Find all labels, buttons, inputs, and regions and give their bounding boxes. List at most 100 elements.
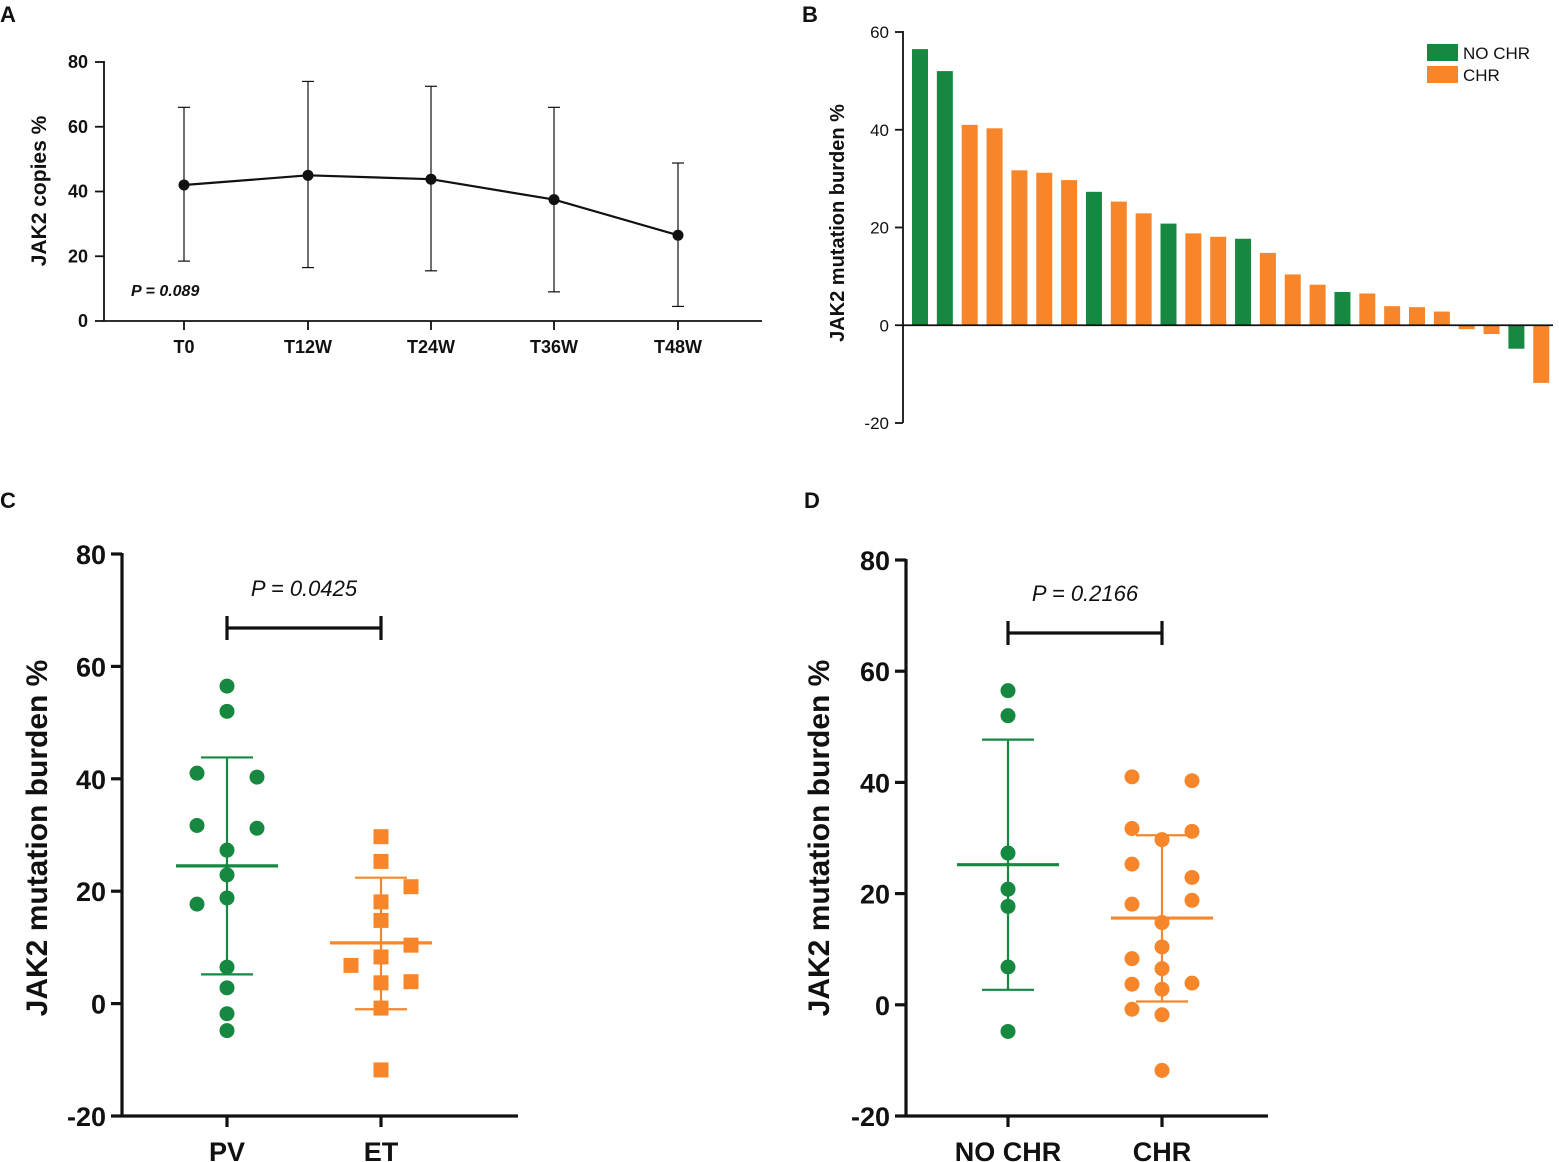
bar [1483, 325, 1500, 335]
legend-label: CHR [1463, 66, 1500, 85]
y-tick-label: 40 [68, 182, 88, 202]
data-point [249, 820, 265, 836]
bar [1110, 201, 1127, 326]
bar [1433, 311, 1450, 326]
data-point [548, 194, 560, 206]
data-point-square [403, 937, 419, 953]
data-point [1000, 898, 1016, 914]
data-point [672, 229, 684, 241]
y-axis-title: JAK2 mutation burden % [827, 104, 849, 342]
data-point [249, 769, 265, 785]
data-point [1154, 961, 1170, 977]
y-tick-label: -20 [864, 414, 889, 433]
y-tick-label: 20 [68, 246, 88, 266]
data-point-square [403, 974, 419, 990]
bar [1235, 238, 1252, 326]
bar [1359, 293, 1376, 326]
bar [1533, 325, 1550, 383]
data-point [425, 173, 437, 185]
x-tick-label: T36W [530, 337, 578, 357]
panel-a: A 0 20 40 60 80 T0 T12W T24W T36W T48W JAK2 copies… [0, 2, 762, 357]
y-tick-label: 80 [68, 52, 88, 72]
panel-a-label: A [0, 2, 16, 27]
data-point-square [373, 912, 389, 928]
bar [1011, 170, 1028, 326]
data-point [219, 842, 235, 858]
data-point [1124, 769, 1140, 785]
data-point [1184, 975, 1200, 991]
data-point [219, 678, 235, 694]
data-point [1154, 1062, 1170, 1078]
legend-swatch [1427, 66, 1458, 83]
panel-d-label: D [804, 488, 820, 513]
data-point [219, 867, 235, 883]
data-point-square [403, 879, 419, 895]
data-point-square [373, 949, 389, 965]
data-point [1000, 959, 1016, 975]
data-point [189, 817, 205, 833]
x-tick-label: T48W [654, 337, 702, 357]
y-tick-label: 20 [870, 219, 889, 238]
data-point-square [373, 853, 389, 869]
data-point [1154, 939, 1170, 955]
data-point [1184, 823, 1200, 839]
bar [1334, 292, 1351, 326]
data-point [1154, 915, 1170, 931]
bar [1160, 223, 1177, 326]
data-point [1000, 881, 1016, 897]
data-point [189, 765, 205, 781]
bar [936, 71, 953, 326]
x-tick-label: ET [364, 1137, 399, 1162]
data-point [1000, 1023, 1016, 1039]
data-point [178, 179, 190, 191]
y-tick-label: 60 [68, 117, 88, 137]
data-point [1184, 773, 1200, 789]
x-tick-label: PV [209, 1137, 245, 1162]
bar [1061, 180, 1078, 326]
data-point [219, 1023, 235, 1039]
p-value-annotation: P = 0.089 [131, 283, 199, 300]
x-tick-label: T0 [173, 337, 194, 357]
y-tick-label: 0 [91, 990, 106, 1020]
data-point [1000, 708, 1016, 724]
y-tick-label: 40 [860, 768, 890, 798]
bar [1259, 252, 1276, 326]
data-point [1000, 845, 1016, 861]
data-point-square [373, 1062, 389, 1078]
bar [1135, 213, 1152, 326]
legend-swatch [1427, 44, 1458, 61]
panel-c: C -20 0 20 40 60 80 PV ET P = 0.0425 JAK2 mutatio… [0, 488, 518, 1162]
legend-label: NO CHR [1463, 44, 1530, 63]
data-point [1124, 856, 1140, 872]
data-point [1000, 683, 1016, 699]
data-point [1154, 981, 1170, 997]
data-point [219, 703, 235, 719]
bar [1085, 191, 1102, 326]
x-tick-label: T12W [284, 337, 332, 357]
y-axis-title: JAK2 mutation burden % [803, 660, 836, 1017]
p-value-annotation: P = 0.0425 [251, 576, 358, 601]
data-point [1154, 832, 1170, 848]
y-axis-title: JAK2 mutation burden % [21, 660, 54, 1017]
data-point [1124, 821, 1140, 837]
bar [1185, 233, 1202, 326]
data-point [219, 1006, 235, 1022]
data-point [189, 896, 205, 912]
bar [1508, 325, 1525, 349]
data-point [1124, 1001, 1140, 1017]
y-tick-label: 40 [76, 765, 106, 795]
data-point-square [373, 1000, 389, 1016]
data-point [219, 980, 235, 996]
panel-b: B -20 0 20 40 60 JAK2 mutation burden % NO CHR… [802, 2, 1553, 433]
data-point [302, 169, 314, 181]
x-tick-label: CHR [1133, 1137, 1192, 1162]
data-point [219, 890, 235, 906]
x-tick-label: T24W [407, 337, 455, 357]
panel-b-label: B [802, 2, 818, 27]
y-tick-label: 80 [860, 546, 890, 576]
data-point [1184, 892, 1200, 908]
p-value-annotation: P = 0.2166 [1032, 581, 1139, 606]
bar [1458, 325, 1475, 330]
y-tick-label: 60 [860, 657, 890, 687]
